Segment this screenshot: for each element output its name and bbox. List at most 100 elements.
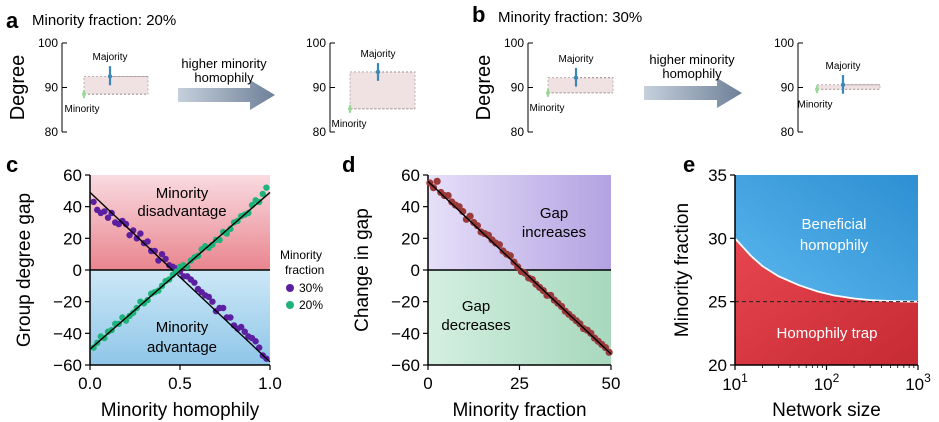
y-tick-label: 100 [774,36,794,50]
majority-mean-marker [376,70,380,74]
y-tick-label: 90 [45,81,59,95]
region-increase-bg [428,175,611,270]
y-tick-label: 80 [313,125,327,139]
point-30% [227,314,233,320]
majority-mean-marker [574,76,578,80]
errorbar-chart-a-left: 80 90 100 Degree Majority Minority [7,36,148,139]
y-axis-label: Minority fraction [672,203,693,337]
point-30% [209,298,215,304]
errorbar-chart-b-left: 80 90 100 Degree Majority Minority [473,36,613,139]
y-tick-label: 60 [63,166,82,185]
gap-box [350,72,415,109]
minority-label: Minority [529,103,564,114]
point-30% [252,338,258,344]
panel-c: c −60 −40 −20 0 20 40 60 0.0 0.5 1.0 Minority homo… [6,152,324,421]
majority-label: Majority [92,52,127,63]
region-label-beneficial-line1: Beneficial [801,216,866,233]
y-tick-label: −40 [391,324,420,343]
point-30% [191,279,197,285]
region-label-beneficial-line2: homophily [800,237,869,254]
y-tick-label: 20 [63,229,82,248]
y-tick-label: 80 [781,125,795,139]
region-label-decrease-line1: Gap [462,298,490,315]
minority-mean-marker [82,92,86,96]
region-label-decrease-line2: decreases [441,317,510,334]
panel-letter-c: c [6,152,18,177]
legend-title-line1: Minority [280,248,322,262]
x-tick-exponent: 1 [741,371,748,385]
y-tick-label: −20 [53,293,82,312]
arrow-a-text-line2: homophily [194,70,254,85]
y-tick-label: 40 [63,198,82,217]
x-tick-exponent: 2 [833,371,840,385]
region-label-trap: Homophily trap [777,325,878,342]
point-30% [90,199,96,205]
majority-label: Majority [825,61,860,72]
y-tick-label: 20 [708,356,727,375]
panel-b-header: Minority fraction: 30% [498,9,642,26]
minority-label: Minority [64,104,99,115]
y-tick-label: 20 [401,229,420,248]
region-label-disadvantage-line1: Minority [156,185,209,202]
minority-mean-marker [348,107,352,111]
region-label-disadvantage-line2: disadvantage [137,203,226,220]
legend-c: Minority fraction 30% 20% [280,248,324,312]
y-tick-label: 80 [511,125,525,139]
y-tick-label: −60 [391,356,420,375]
y-tick-label: 60 [401,166,420,185]
panel-letter-e: e [683,152,695,177]
y-axis-label: Degree [7,55,29,121]
legend-label-30: 30% [299,281,323,295]
x-axis-label: Minority homophily [101,400,260,421]
y-tick-label: −60 [53,356,82,375]
gap-box [548,78,613,93]
errorbar-chart-a-right: 80 90 100 Majority Minority [306,36,415,139]
panel-e: e 20253035101 102 103Network sizeMinority … [672,152,931,421]
minority-label: Minority [331,119,366,130]
y-axis-label: Change in gap [352,208,373,332]
point-20% [263,184,269,190]
y-axis-label: Group degree gap [14,193,35,347]
figure: a Minority fraction: 20% 8090100Degree Ma… [0,0,939,422]
x-axis-label: Minority fraction [452,400,586,421]
region-label-increase-line2: increases [522,224,586,241]
arrow-b-text-line2: homophily [662,66,722,81]
panel-d: d −60 −40 −20 0 20 40 60 0 25 50 Minority fraction… [342,152,620,421]
x-tick-label: 0.0 [78,374,102,393]
y-tick-label: 100 [504,36,524,50]
x-tick-label: 0 [423,374,432,393]
minority-mean-marker [815,87,819,91]
y-tick-label: −20 [391,293,420,312]
y-tick-label: 90 [781,81,795,95]
region-label-advantage-line1: Minority [156,319,209,336]
y-tick-label: 0 [411,261,420,280]
majority-label: Majority [360,49,395,60]
arrow-b [644,78,742,108]
point-30% [101,208,107,214]
x-tick-label: 1.0 [258,374,282,393]
point [434,178,441,185]
legend-label-20: 20% [299,298,323,312]
errorbar-chart-b-right: 80 90 100 Majority Minority [774,36,880,139]
y-tick-label: 80 [45,125,59,139]
point [430,184,437,191]
y-tick-label: 35 [708,166,727,185]
y-tick-label: −40 [53,324,82,343]
y-tick-label: 100 [38,36,58,50]
y-tick-label: 90 [313,81,327,95]
majority-mean-marker [108,74,112,78]
y-tick-label: 100 [306,36,326,50]
gap-box [84,76,148,94]
panel-b: b Minority fraction: 30% 80 90 100 Degree Ma… [472,2,880,139]
point-30% [137,230,143,236]
panel-letter-b: b [472,2,485,27]
gap-box [817,85,880,89]
legend-title-line2: fraction [285,263,324,277]
minority-label: Minority [797,99,832,110]
panel-a: a Minority fraction: 20% 8090100Degree Ma… [6,8,415,139]
panel-letter-a: a [6,8,19,33]
legend-marker-20 [286,301,294,309]
arrow-a-text-line1: higher minority [181,56,267,71]
y-tick-label: 30 [708,229,727,248]
y-tick-label: 0 [73,261,82,280]
